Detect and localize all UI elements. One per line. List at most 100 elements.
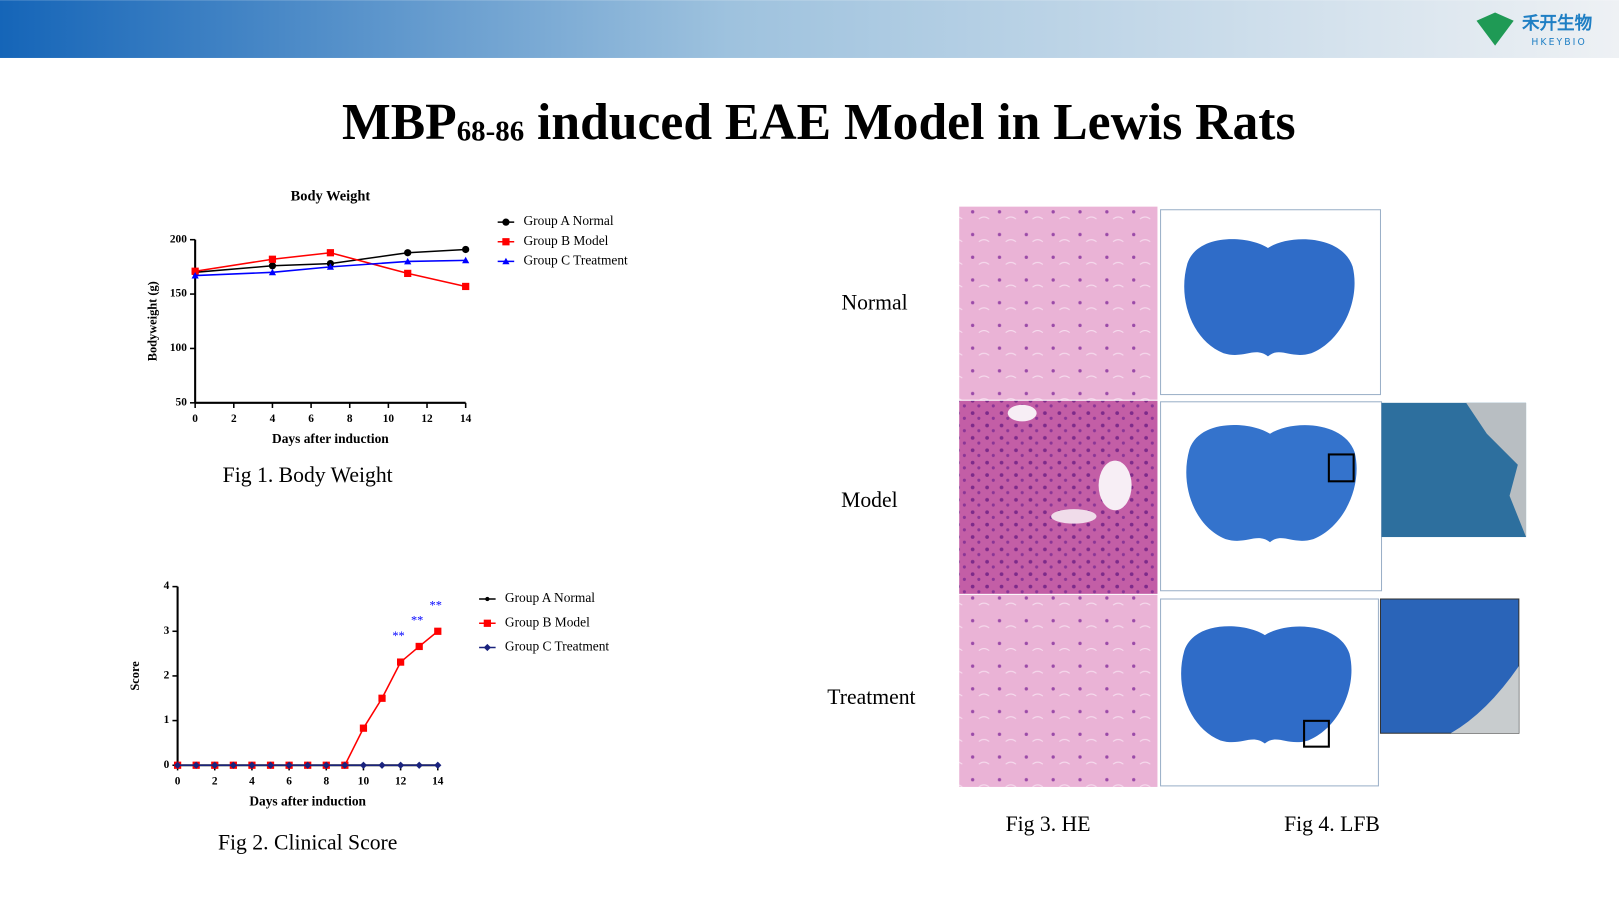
- lfb-zoom-edge: [1450, 666, 1519, 734]
- marker: [285, 761, 293, 769]
- marker: [502, 218, 510, 226]
- lfb-zoom-edge: [1466, 402, 1527, 538]
- marker: [359, 761, 368, 769]
- zoom-box: [1303, 719, 1330, 748]
- x-tick-label: 2: [231, 413, 237, 425]
- marker: [397, 658, 405, 666]
- logo-icon: [1476, 12, 1514, 46]
- marker: [404, 257, 412, 265]
- marker: [415, 642, 423, 651]
- x-tick-label: 14: [432, 775, 444, 787]
- marker: [229, 761, 237, 769]
- x-tick-label: 8: [347, 413, 353, 425]
- x-tick-label: 12: [395, 775, 407, 787]
- marker: [462, 245, 470, 254]
- x-tick-label: 0: [192, 413, 198, 425]
- marker: [268, 268, 277, 276]
- he-image: [959, 594, 1158, 787]
- marker: [191, 271, 199, 279]
- marker: [304, 761, 312, 769]
- marker: [192, 761, 200, 769]
- marker: [404, 249, 412, 257]
- legend-label: Group B Model: [523, 233, 608, 248]
- y-tick-label: 50: [176, 396, 188, 408]
- lfb-cord: [1184, 239, 1355, 357]
- x-tick-label: 10: [358, 775, 370, 787]
- marker: [397, 761, 405, 769]
- marker: [502, 238, 510, 246]
- x-tick-label: 2: [212, 775, 218, 787]
- legend-label: Group A Normal: [523, 213, 613, 228]
- marker: [326, 249, 335, 257]
- row-label: Treatment: [827, 685, 915, 709]
- y-tick-label: 4: [164, 580, 170, 592]
- fig-caption: Fig 4. LFB: [1284, 812, 1380, 836]
- legend-label: Group B Model: [505, 614, 590, 629]
- marker: [173, 761, 182, 769]
- he-images: [959, 206, 1158, 787]
- he-lesion: [1098, 460, 1132, 511]
- marker: [326, 263, 335, 270]
- marker: [462, 256, 470, 264]
- x-tick-label: 6: [308, 413, 314, 425]
- marker: [378, 694, 386, 702]
- x-tick-label: 8: [323, 775, 329, 787]
- marker: [248, 761, 256, 769]
- fig-caption: Fig 3. HE: [1006, 812, 1091, 836]
- y-tick-label: 0: [164, 759, 170, 771]
- y-tick-label: 1: [164, 714, 170, 726]
- title-rest: induced EAE Model in Lewis Rats: [524, 94, 1295, 151]
- x-tick-label: 12: [421, 413, 433, 425]
- he-image: [959, 206, 1158, 400]
- legend-label: Group A Normal: [505, 590, 595, 605]
- legend-label: Group C Treatment: [523, 252, 628, 267]
- marker: [359, 724, 368, 732]
- lfb-cord: [1186, 424, 1357, 543]
- series-line: [177, 630, 439, 767]
- x-tick-label: 4: [249, 775, 255, 787]
- marker: [378, 761, 386, 769]
- annotation: **: [411, 614, 423, 628]
- fig-caption: Fig 1. Body Weight: [223, 463, 393, 487]
- y-tick-label: 3: [164, 625, 170, 637]
- marker: [266, 761, 275, 769]
- y-axis-label: Bodyweight (g): [146, 281, 160, 361]
- y-tick-label: 150: [170, 288, 187, 300]
- he-lesion: [1007, 404, 1037, 422]
- y-tick-label: 2: [164, 670, 170, 682]
- marker: [434, 761, 442, 769]
- title-subscript: 68-86: [457, 115, 524, 147]
- marker: [502, 257, 510, 265]
- marker: [341, 761, 349, 769]
- title-main: MBP: [342, 94, 457, 151]
- marker: [191, 267, 199, 275]
- x-tick-label: 4: [270, 413, 276, 425]
- marker: [485, 596, 490, 602]
- marker: [462, 282, 470, 291]
- chart-title: Body Weight: [291, 189, 371, 205]
- header-bar: [0, 0, 1619, 58]
- marker: [434, 627, 442, 635]
- y-axis-label: Score: [128, 661, 142, 691]
- x-tick-label: 14: [460, 413, 472, 425]
- logo-name: 禾开生物: [1522, 13, 1593, 34]
- marker: [483, 643, 491, 652]
- row-label: Model: [841, 488, 898, 512]
- annotation: **: [392, 629, 404, 643]
- marker: [268, 262, 277, 270]
- marker: [404, 269, 412, 278]
- y-tick-label: 200: [170, 233, 187, 245]
- chart: Body Weight 50 100 150 200 0 2 4 6 8 10 12 14 Days af…: [146, 189, 628, 446]
- legend-label: Group C Treatment: [505, 639, 610, 654]
- lfb-images: [1160, 209, 1527, 787]
- lfb-cord: [1181, 626, 1352, 744]
- slide-title: MBP68-86 induced EAE Model in Lewis Rats: [342, 94, 1296, 151]
- x-tick-label: 10: [383, 413, 395, 425]
- fig-caption: Fig 2. Clinical Score: [218, 831, 397, 855]
- x-axis-label: Days after induction: [272, 431, 389, 446]
- x-tick-label: 6: [286, 775, 292, 787]
- y-tick-label: 100: [170, 342, 187, 354]
- x-tick-label: 0: [175, 775, 181, 787]
